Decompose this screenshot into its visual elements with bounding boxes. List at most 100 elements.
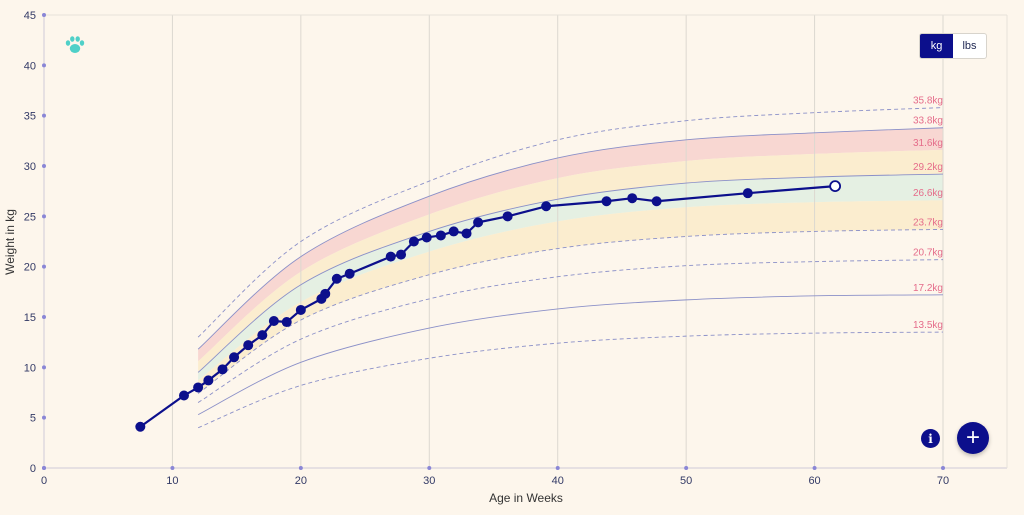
weight-point: [601, 196, 612, 207]
latest-weight-point: [829, 180, 842, 193]
y-tick-label: 0: [30, 463, 36, 475]
info-button[interactable]: i: [921, 429, 940, 448]
percentile-bands: [198, 127, 944, 394]
percentile-curve: [197, 259, 944, 403]
weight-point: [193, 382, 204, 393]
y-tick-dot: [42, 315, 46, 319]
weight-point: [385, 251, 396, 262]
y-tick-label: 25: [24, 211, 36, 223]
weight-point: [178, 390, 189, 401]
unit-lbs-button[interactable]: lbs: [962, 40, 977, 52]
percentile-curve: [197, 294, 944, 416]
weight-point: [435, 230, 446, 241]
percentile-labels: 35.8kg 33.8kg 31.6kg 29.2kg 26.6kg 23.7kg 20.7…: [913, 96, 943, 331]
x-axis-label: Age in Weeks: [489, 491, 563, 505]
weight-point: [243, 340, 254, 351]
y-tick-label: 20: [24, 262, 36, 274]
percentile-label: 26.6kg: [913, 188, 943, 199]
y-axis-label: Weight in kg: [3, 209, 17, 275]
weight-point: [257, 330, 268, 341]
y-tick-label: 40: [24, 60, 36, 72]
percentile-curve: [197, 127, 944, 350]
x-tick-label: 10: [166, 475, 178, 487]
weight-point: [421, 232, 432, 243]
x-tick-label: 50: [680, 475, 692, 487]
weight-point: [396, 249, 407, 260]
y-tick-label: 45: [24, 10, 36, 22]
y-tick-dot: [42, 415, 46, 420]
y-tick-label: 5: [30, 413, 36, 425]
y-tick-dot: [42, 214, 46, 219]
percentile-label: 17.2kg: [913, 283, 943, 294]
plus-icon: +: [965, 424, 980, 451]
weight-point: [295, 304, 306, 315]
x-tick-label: 0: [41, 475, 47, 487]
percentile-label: 20.7kg: [913, 248, 943, 259]
weight-point: [203, 375, 214, 386]
percentile-label: 29.2kg: [913, 162, 943, 173]
weight-point: [448, 226, 459, 237]
weight-point: [651, 196, 662, 207]
x-tick-dot: [427, 466, 432, 470]
add-weight-button[interactable]: +: [957, 422, 989, 454]
percentile-label: 31.6kg: [913, 138, 943, 149]
percentile-curve: [197, 331, 944, 429]
x-tick-dot: [812, 466, 817, 470]
x-tick-label: 20: [295, 475, 307, 487]
percentile-curves: [197, 107, 944, 429]
paw-print-icon: [64, 35, 86, 55]
percentile-label: 35.8kg: [913, 96, 943, 107]
weight-point: [344, 268, 355, 279]
weight-point: [473, 217, 484, 228]
x-tick-dot: [298, 466, 303, 470]
weight-point: [281, 317, 292, 328]
axes: 0 5 10 15 20 25 30 35 40 45 0 10 20 30 40 50 60 70: [24, 10, 1008, 487]
percentile-curve: [197, 228, 944, 394]
x-tick-label: 60: [808, 475, 820, 487]
percentile-label: 23.7kg: [913, 217, 943, 228]
percentile-band: [198, 127, 944, 362]
weight-point: [502, 211, 513, 222]
weight-point: [320, 288, 331, 299]
y-tick-label: 35: [24, 111, 36, 123]
percentile-band: [198, 200, 944, 394]
info-icon: i: [928, 431, 933, 446]
unit-toggle: kg lbs: [919, 33, 987, 59]
weight-point: [408, 236, 419, 247]
weight-point: [331, 273, 342, 284]
y-tick-label: 10: [24, 362, 36, 374]
y-tick-dot: [42, 264, 46, 269]
y-tick-label: 30: [24, 161, 36, 173]
y-tick-dot: [42, 365, 46, 370]
x-tick-dot: [941, 466, 945, 470]
grid-lines: [171, 15, 944, 468]
x-tick-label: 30: [423, 475, 435, 487]
y-tick-dot: [42, 63, 46, 68]
weight-point: [217, 364, 228, 375]
y-tick-label: 15: [24, 312, 36, 324]
percentile-curve: [197, 107, 944, 338]
percentile-curve: [197, 173, 944, 373]
weight-point: [135, 421, 146, 432]
percentile-label: 33.8kg: [913, 116, 943, 127]
weight-series: [135, 180, 842, 432]
weight-point: [742, 188, 753, 199]
unit-kg-button[interactable]: kg: [920, 34, 953, 58]
percentile-label: 13.5kg: [913, 320, 943, 331]
x-tick-label: 70: [937, 475, 949, 487]
weight-point: [229, 352, 240, 363]
x-tick-dot: [684, 466, 689, 470]
x-tick-dot: [555, 466, 560, 470]
x-tick-dot: [170, 466, 175, 470]
weight-point: [541, 201, 552, 212]
x-tick-dot: [42, 466, 46, 470]
y-tick-dot: [42, 113, 46, 118]
weight-point: [268, 316, 279, 327]
weight-point: [627, 193, 638, 204]
y-tick-dot: [42, 164, 46, 168]
weight-point: [461, 228, 472, 239]
y-tick-dot: [42, 13, 46, 17]
x-tick-label: 40: [552, 475, 564, 487]
